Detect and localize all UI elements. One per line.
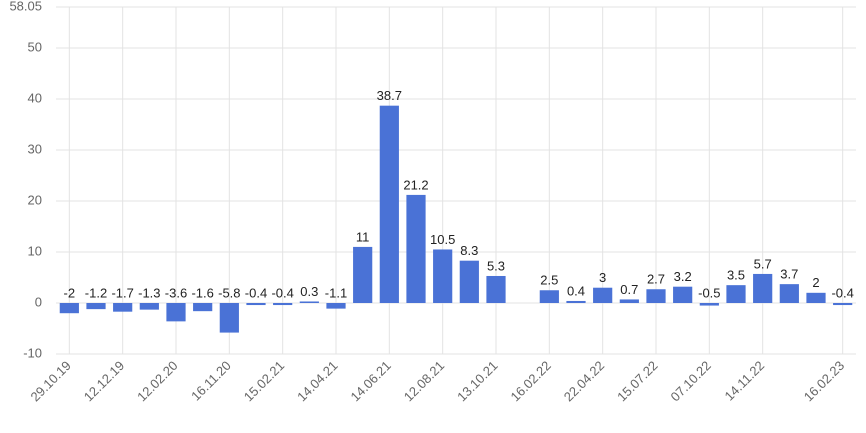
- data-label: 21.2: [403, 177, 428, 192]
- bar: [833, 303, 853, 306]
- data-label: 3.5: [727, 268, 745, 283]
- bar: [673, 286, 693, 304]
- x-tick-label: 13.10.21: [454, 358, 500, 404]
- data-label: -1.3: [138, 285, 160, 300]
- x-tick-label: 07.10.22: [667, 358, 713, 404]
- bar: [486, 275, 506, 304]
- data-label: -1.1: [325, 285, 347, 300]
- bar: [59, 303, 79, 314]
- bar: [379, 105, 399, 304]
- bar: [726, 285, 746, 304]
- bar: [219, 303, 239, 333]
- data-label: 2: [812, 275, 819, 290]
- y-tick-label: 20: [28, 192, 42, 207]
- x-tick-label: 29.10.19: [27, 358, 73, 404]
- data-label: -0.5: [698, 285, 720, 300]
- bar: [433, 249, 453, 304]
- y-tick-label: 50: [28, 39, 42, 54]
- bar: [406, 194, 426, 304]
- data-label: -0.4: [245, 285, 267, 300]
- bar: [619, 299, 639, 304]
- data-label: 11: [356, 229, 370, 244]
- data-label: 0.4: [567, 283, 585, 298]
- data-label: 3.7: [780, 267, 798, 282]
- bar: [806, 292, 826, 304]
- x-tick-label: 14.04.21: [294, 358, 340, 404]
- y-tick-label: -10: [23, 345, 42, 360]
- bar: [246, 303, 266, 306]
- x-tick-label: 15.07.22: [614, 358, 660, 404]
- bar: [353, 246, 373, 304]
- bar: [166, 303, 186, 322]
- bar: [699, 303, 719, 306]
- data-label: 8.3: [460, 243, 478, 258]
- data-label: -5.8: [218, 285, 240, 300]
- y-tick-label: 40: [28, 90, 42, 105]
- x-tick-label: 14.06.21: [347, 358, 393, 404]
- x-tick-label: 12.02.20: [134, 358, 180, 404]
- bar: [273, 303, 293, 306]
- bar: [326, 303, 346, 309]
- data-label: 0.3: [300, 284, 318, 299]
- data-label: 5.7: [754, 256, 772, 271]
- bar: [299, 301, 319, 304]
- x-tick-label: 12.12.19: [81, 358, 127, 404]
- bar: [459, 260, 479, 304]
- data-label: 2.5: [540, 273, 558, 288]
- y-tick-label: 30: [28, 141, 42, 156]
- x-tick-label: 14.11.22: [722, 358, 768, 404]
- data-label: 5.3: [487, 258, 505, 273]
- bar: [593, 287, 613, 304]
- bar: [86, 303, 106, 310]
- data-label: -1.2: [85, 285, 107, 300]
- data-label: 38.7: [377, 88, 402, 103]
- data-label: 10.5: [430, 232, 455, 247]
- x-tick-label: 22.04.22: [561, 358, 607, 404]
- data-label: 0.7: [620, 282, 638, 297]
- data-label: -2: [64, 285, 76, 300]
- bar: [753, 273, 773, 304]
- data-label: -1.7: [111, 285, 133, 300]
- bar: [566, 300, 586, 304]
- bar: [113, 303, 133, 312]
- x-tick-label: 16.02.23: [801, 358, 847, 404]
- y-tick-label: 0: [35, 294, 42, 309]
- data-label: 2.7: [647, 272, 665, 287]
- x-tick-label: 16.11.20: [188, 358, 234, 404]
- data-label: -0.4: [271, 285, 293, 300]
- bar: [193, 303, 213, 312]
- bar: [139, 303, 159, 310]
- y-tick-label: 10: [28, 243, 42, 258]
- x-tick-label: 12.08.21: [401, 358, 447, 404]
- y-tick-label: 58.05: [9, 0, 42, 13]
- x-tick-label: 15.02.21: [241, 358, 287, 404]
- bar: [539, 290, 559, 304]
- data-label: -0.4: [831, 285, 853, 300]
- data-label: 3.2: [674, 269, 692, 284]
- bar: [779, 284, 799, 304]
- data-label: -3.6: [165, 285, 187, 300]
- data-label: 3: [599, 270, 606, 285]
- bar: [646, 289, 666, 304]
- x-tick-label: 16.02.22: [507, 358, 553, 404]
- data-label: -1.6: [191, 285, 213, 300]
